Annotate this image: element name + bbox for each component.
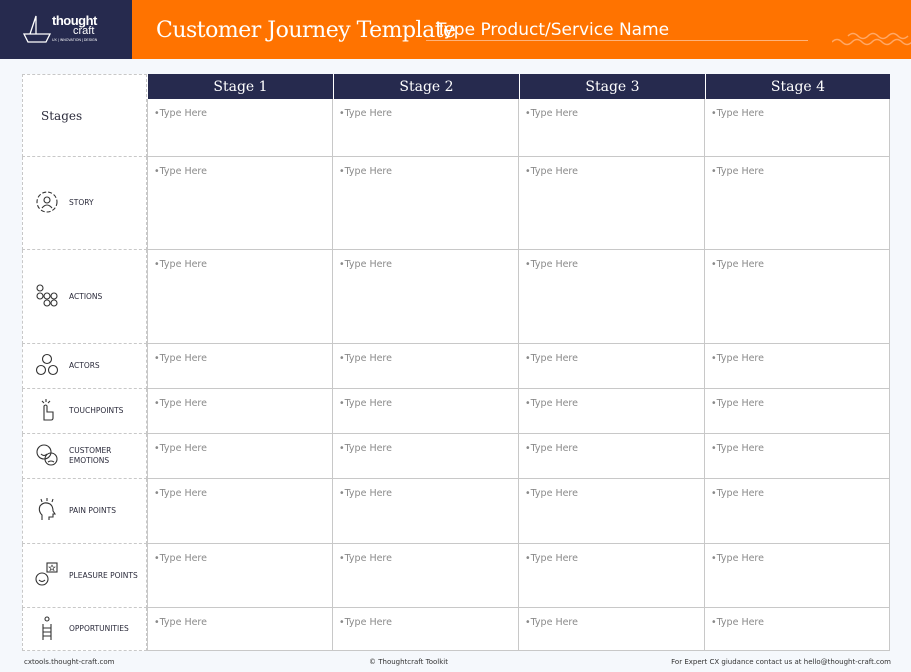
table-cell[interactable]: •Type Here xyxy=(705,608,890,651)
footer-toolkit-text: Thoughtcraft Toolkit xyxy=(378,658,448,666)
emotion-faces-icon xyxy=(35,443,59,470)
row-label-text: PLEASURE POINTS xyxy=(69,570,138,580)
table-cell[interactable]: •Type Here xyxy=(705,544,890,608)
boat-icon xyxy=(22,15,52,43)
table-cell[interactable]: •Type Here xyxy=(705,434,890,479)
table-cell[interactable]: •Type Here xyxy=(705,479,890,544)
header-bar: thought craft UX | INNOVATION | DESIGN C… xyxy=(0,0,911,59)
page-title: Customer Journey Template xyxy=(156,18,456,43)
table-cell[interactable]: •Type Here xyxy=(519,99,705,157)
row-label-text: ACTIONS xyxy=(69,291,103,301)
waves-decoration xyxy=(832,32,911,46)
logo: thought craft UX | INNOVATION | DESIGN xyxy=(0,0,132,59)
table-cell[interactable]: •Type Here xyxy=(333,479,519,544)
logo-text: thought xyxy=(52,13,97,28)
stages-label: Stages xyxy=(22,74,147,157)
table-cell[interactable]: •Type Here xyxy=(147,479,333,544)
head-pain-icon xyxy=(35,497,59,525)
row-label-pain-points: PAIN POINTS xyxy=(22,479,147,544)
row-label-text: ACTORS xyxy=(69,361,100,370)
copyright-icon: © xyxy=(369,658,376,666)
product-name-field[interactable]: Type Product/Service Name xyxy=(436,20,670,40)
table-cell[interactable]: •Type Here xyxy=(147,434,333,479)
table-cell[interactable]: •Type Here xyxy=(519,250,705,344)
ladder-icon xyxy=(35,615,59,643)
table-cell[interactable]: •Type Here xyxy=(705,250,890,344)
row-label-text: STORY xyxy=(69,198,94,207)
stage-header[interactable]: Stage 2 xyxy=(333,74,519,99)
finger-tap-icon xyxy=(35,398,59,425)
journey-table: Stages Stage 1 Stage 2 Stage 3 Stage 4 •Type … xyxy=(22,74,890,651)
table-cell[interactable]: •Type Here xyxy=(147,157,333,250)
table-cell[interactable]: •Type Here xyxy=(333,389,519,434)
footer-toolkit: © Thoughtcraft Toolkit xyxy=(369,658,448,666)
logo-tagline: UX | INNOVATION | DESIGN xyxy=(52,38,98,42)
row-label-pleasure-points: PLEASURE POINTS xyxy=(22,544,147,608)
table-cell[interactable]: •Type Here xyxy=(333,344,519,389)
user-circle-icon xyxy=(35,190,59,217)
table-cell[interactable]: •Type Here xyxy=(147,389,333,434)
row-label-text: CUSTOMER EMOTIONS xyxy=(69,446,112,465)
group-icon xyxy=(35,353,59,380)
table-cell[interactable]: •Type Here xyxy=(333,250,519,344)
row-label-story: STORY xyxy=(22,157,147,250)
row-label-customer-emotions: CUSTOMER EMOTIONS xyxy=(22,434,147,479)
table-cell[interactable]: •Type Here xyxy=(147,544,333,608)
footer-website[interactable]: cxtools.thought-craft.com xyxy=(24,658,115,666)
product-underline xyxy=(426,40,808,41)
table-cell[interactable]: •Type Here xyxy=(519,157,705,250)
happy-star-icon xyxy=(35,562,59,589)
table-cell[interactable]: •Type Here xyxy=(519,608,705,651)
table-cell[interactable]: •Type Here xyxy=(519,479,705,544)
table-cell[interactable]: •Type Here xyxy=(519,389,705,434)
stage-header[interactable]: Stage 1 xyxy=(147,74,333,99)
table-cell[interactable]: •Type Here xyxy=(147,99,333,157)
table-cell[interactable]: •Type Here xyxy=(147,344,333,389)
table-cell[interactable]: •Type Here xyxy=(333,544,519,608)
stage-header[interactable]: Stage 4 xyxy=(705,74,890,99)
table-cell[interactable]: •Type Here xyxy=(519,344,705,389)
row-label-actors: ACTORS xyxy=(22,344,147,389)
footer-contact: For Expert CX giudance contact us at hel… xyxy=(671,658,891,666)
table-cell[interactable]: •Type Here xyxy=(705,157,890,250)
table-cell[interactable]: •Type Here xyxy=(333,608,519,651)
table-cell[interactable]: •Type Here xyxy=(333,99,519,157)
row-label-text: OPPORTUNITIES xyxy=(69,624,129,633)
table-cell[interactable]: •Type Here xyxy=(147,608,333,651)
table-cell[interactable]: •Type Here xyxy=(705,389,890,434)
row-label-text: TOUCHPOINTS xyxy=(69,406,124,415)
table-cell[interactable]: •Type Here xyxy=(705,344,890,389)
table-cell[interactable]: •Type Here xyxy=(519,544,705,608)
table-cell[interactable]: •Type Here xyxy=(147,250,333,344)
logo-text-2: craft xyxy=(73,25,95,37)
flow-icon xyxy=(35,283,59,310)
row-label-opportunities: OPPORTUNITIES xyxy=(22,608,147,651)
stage-header[interactable]: Stage 3 xyxy=(519,74,705,99)
row-label-touchpoints: TOUCHPOINTS xyxy=(22,389,147,434)
table-cell[interactable]: •Type Here xyxy=(333,434,519,479)
table-cell[interactable]: •Type Here xyxy=(333,157,519,250)
row-label-text: PAIN POINTS xyxy=(69,506,116,515)
table-cell[interactable]: •Type Here xyxy=(705,99,890,157)
row-label-actions: ACTIONS xyxy=(22,250,147,344)
table-cell[interactable]: •Type Here xyxy=(519,434,705,479)
